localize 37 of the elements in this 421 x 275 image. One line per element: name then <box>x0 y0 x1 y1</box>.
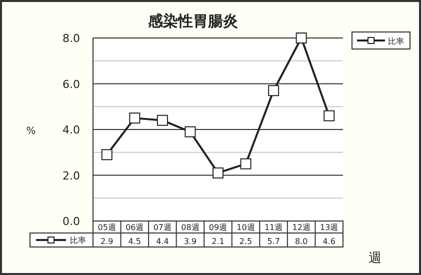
point <box>101 149 112 160</box>
data-label: 5.7 <box>267 237 280 246</box>
data-label: 2.5 <box>239 237 252 246</box>
x-tick-label: 05週 <box>98 223 116 232</box>
x-tick-label: 11週 <box>264 223 283 232</box>
x-tick-label: 08週 <box>181 223 200 232</box>
data-label: 8.0 <box>294 237 308 246</box>
x-tick-label: 12週 <box>292 223 310 232</box>
data-label: 4.4 <box>156 237 169 246</box>
y-tick-label: 4.0 <box>62 124 80 136</box>
text: 比率 <box>70 236 86 245</box>
data-label: 4.5 <box>128 237 142 246</box>
x-tick-label: 10週 <box>236 223 255 232</box>
x-tick-label: 09週 <box>208 223 228 232</box>
y-tick-label: 2.0 <box>62 169 80 182</box>
y-tick-label: 0.0 <box>62 215 80 228</box>
data-label: 2.9 <box>100 237 114 246</box>
point <box>129 112 140 124</box>
point <box>212 167 224 178</box>
point <box>156 114 168 126</box>
data-label: 3.9 <box>184 237 197 246</box>
y-tick-label: 6.0 <box>62 78 80 91</box>
legend-label: 比率 <box>388 37 404 46</box>
point <box>296 32 307 44</box>
x-tick-label: 13週 <box>320 223 338 232</box>
point <box>268 85 280 96</box>
y-axis-title: % <box>26 126 36 137</box>
data-label: 2.1 <box>212 237 224 246</box>
x-axis-title: 週 <box>368 251 382 266</box>
point <box>240 158 252 170</box>
x-tick-label: 06週 <box>126 223 144 232</box>
y-tick-label: 8.0 <box>62 32 80 45</box>
x-tick-label: 07週 <box>153 223 172 232</box>
point <box>324 110 335 122</box>
chart-title: 感染性胃腸炎 <box>147 12 238 30</box>
data-label: 4.6 <box>322 237 336 246</box>
point <box>184 126 196 138</box>
